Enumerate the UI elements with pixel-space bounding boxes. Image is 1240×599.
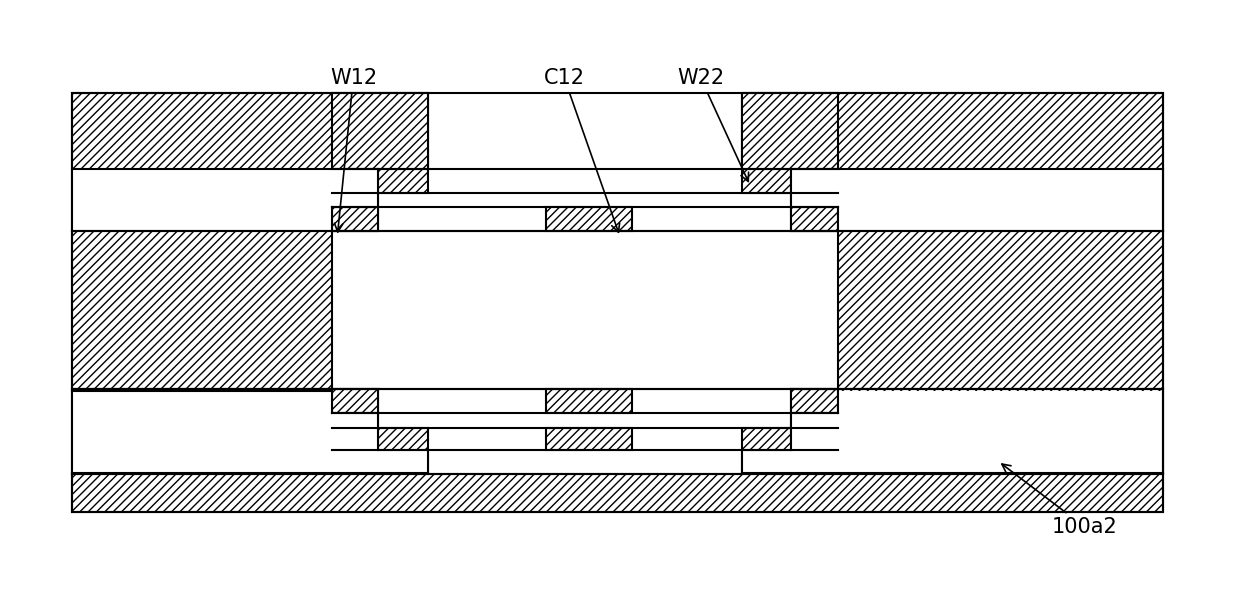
Bar [791,207,838,231]
Polygon shape [742,389,1163,474]
Bar [332,93,428,169]
Text: W22: W22 [677,68,749,181]
Polygon shape [72,93,428,389]
Bar [332,169,378,193]
Bar [791,169,838,193]
Bar [546,207,632,231]
Polygon shape [72,169,378,231]
Polygon shape [791,169,1163,231]
Polygon shape [72,389,428,474]
Text: C12: C12 [543,68,620,232]
Bar [546,428,632,450]
Bar [791,428,838,450]
Bar [546,389,632,413]
Polygon shape [742,391,1163,473]
Bar [332,207,378,231]
Text: 100a2: 100a2 [1002,464,1118,537]
Polygon shape [742,93,1163,389]
Polygon shape [72,391,428,473]
Text: W12: W12 [330,68,377,232]
Bar [332,389,378,413]
Bar [72,474,1163,512]
Bar [742,93,838,169]
Bar [791,389,838,413]
Bar [332,428,378,450]
